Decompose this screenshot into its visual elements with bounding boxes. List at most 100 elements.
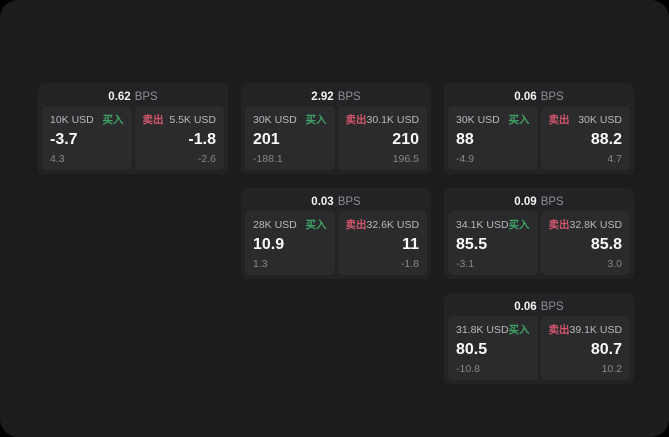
quote-panels: 10K USD 买入 -3.7 4.3 卖出 5.5K USD -1.8 -2.…	[42, 106, 224, 170]
buy-delta: -4.9	[456, 153, 475, 165]
sell-delta: 10.2	[601, 363, 622, 375]
quote-card: 2.92 BPS 30K USD 买入 201 -188.1 卖出 30.1K …	[241, 83, 431, 174]
buy-panel[interactable]: 30K USD 买入 201 -188.1	[245, 106, 335, 170]
sell-price: -1.8	[188, 131, 216, 149]
sell-label: 卖出	[548, 114, 570, 126]
quote-panels: 30K USD 买入 201 -188.1 卖出 30.1K USD 210 1…	[245, 106, 427, 170]
buy-price: 85.5	[456, 236, 488, 254]
bps-unit: BPS	[540, 90, 564, 103]
buy-price: 10.9	[253, 236, 285, 254]
sell-price: 88.2	[590, 131, 622, 149]
quote-panels: 28K USD 买入 10.9 1.3 卖出 32.6K USD 11 -1.8	[245, 211, 427, 275]
sell-label: 卖出	[345, 114, 367, 126]
sell-amount: 5.5K USD	[169, 113, 216, 126]
sell-price: 80.7	[590, 341, 622, 359]
sell-price: 11	[402, 236, 419, 254]
card-header: 0.09 BPS	[448, 192, 630, 211]
quote-panels: 34.1K USD 买入 85.5 -3.1 卖出 32.8K USD 85.8…	[448, 211, 630, 275]
buy-price: 80.5	[456, 341, 488, 359]
buy-price: 201	[253, 131, 280, 149]
buy-amount: 28K USD	[253, 218, 297, 231]
sell-delta: 4.7	[607, 153, 622, 165]
sell-panel-header: 卖出 39.1K USD	[549, 322, 623, 337]
sell-label: 卖出	[345, 219, 367, 231]
sell-delta: -1.8	[400, 258, 419, 270]
buy-panel[interactable]: 28K USD 买入 10.9 1.3	[245, 211, 335, 275]
buy-amount: 30K USD	[456, 113, 500, 126]
sell-amount: 32.8K USD	[569, 218, 623, 231]
card-header: 0.62 BPS	[42, 87, 224, 106]
bps-value: 0.03	[311, 195, 334, 208]
sell-label: 卖出	[142, 114, 164, 126]
buy-panel[interactable]: 31.8K USD 买入 80.5 -10.8	[448, 316, 538, 380]
sell-panel[interactable]: 卖出 30K USD 88.2 4.7	[540, 106, 630, 170]
sell-panel-header: 卖出 30K USD	[549, 112, 623, 127]
quote-cards-grid: 0.62 BPS 10K USD 买入 -3.7 4.3 卖出 5.5K USD	[38, 83, 634, 384]
card-header: 0.03 BPS	[245, 192, 427, 211]
buy-label: 买入	[305, 114, 327, 126]
bps-unit: BPS	[540, 300, 564, 313]
buy-label: 买入	[305, 219, 327, 231]
sell-delta: 3.0	[607, 258, 622, 270]
quote-card: 0.06 BPS 31.8K USD 买入 80.5 -10.8 卖出 39.1…	[444, 293, 634, 384]
buy-amount: 31.8K USD	[456, 323, 509, 336]
buy-delta: -10.8	[456, 363, 480, 375]
bps-value: 0.09	[514, 195, 537, 208]
sell-panel[interactable]: 卖出 39.1K USD 80.7 10.2	[540, 316, 630, 380]
sell-panel-header: 卖出 30.1K USD	[346, 112, 420, 127]
sell-amount: 39.1K USD	[569, 323, 623, 336]
buy-label: 买入	[508, 219, 530, 231]
buy-panel-header: 31.8K USD 买入	[456, 322, 530, 337]
bps-unit: BPS	[337, 195, 361, 208]
bps-value: 2.92	[311, 90, 334, 103]
buy-delta: 4.3	[50, 153, 65, 165]
sell-delta: -2.6	[197, 153, 216, 165]
buy-label: 买入	[508, 114, 530, 126]
card-header: 2.92 BPS	[245, 87, 427, 106]
sell-amount: 30.1K USD	[366, 113, 420, 126]
buy-panel-header: 30K USD 买入	[253, 112, 327, 127]
quote-panels: 31.8K USD 买入 80.5 -10.8 卖出 39.1K USD 80.…	[448, 316, 630, 380]
bps-unit: BPS	[134, 90, 158, 103]
buy-price: 88	[456, 131, 474, 149]
bps-unit: BPS	[540, 195, 564, 208]
sell-label: 卖出	[548, 219, 570, 231]
bps-value: 0.62	[108, 90, 131, 103]
sell-panel-header: 卖出 32.6K USD	[346, 217, 420, 232]
sell-amount: 30K USD	[578, 113, 622, 126]
sell-panel[interactable]: 卖出 30.1K USD 210 196.5	[337, 106, 427, 170]
sell-panel[interactable]: 卖出 5.5K USD -1.8 -2.6	[134, 106, 224, 170]
sell-amount: 32.6K USD	[366, 218, 420, 231]
sell-price: 85.8	[590, 236, 622, 254]
quote-card: 0.06 BPS 30K USD 买入 88 -4.9 卖出 30K USD	[444, 83, 634, 174]
sell-panel[interactable]: 卖出 32.6K USD 11 -1.8	[337, 211, 427, 275]
quote-card: 0.09 BPS 34.1K USD 买入 85.5 -3.1 卖出 32.8K…	[444, 188, 634, 279]
buy-label: 买入	[102, 114, 124, 126]
buy-label: 买入	[508, 324, 530, 336]
bps-value: 0.06	[514, 90, 537, 103]
buy-panel[interactable]: 10K USD 买入 -3.7 4.3	[42, 106, 132, 170]
buy-price: -3.7	[50, 131, 78, 149]
buy-panel-header: 28K USD 买入	[253, 217, 327, 232]
bps-unit: BPS	[337, 90, 361, 103]
buy-delta: -188.1	[253, 153, 283, 165]
bps-value: 0.06	[514, 300, 537, 313]
buy-delta: 1.3	[253, 258, 268, 270]
sell-panel-header: 卖出 32.8K USD	[549, 217, 623, 232]
card-header: 0.06 BPS	[448, 87, 630, 106]
buy-panel[interactable]: 34.1K USD 买入 85.5 -3.1	[448, 211, 538, 275]
sell-price: 210	[392, 131, 419, 149]
sell-panel-header: 卖出 5.5K USD	[143, 112, 217, 127]
buy-delta: -3.1	[456, 258, 475, 270]
card-header: 0.06 BPS	[448, 297, 630, 316]
buy-amount: 10K USD	[50, 113, 94, 126]
buy-panel[interactable]: 30K USD 买入 88 -4.9	[448, 106, 538, 170]
sell-label: 卖出	[548, 324, 570, 336]
buy-panel-header: 10K USD 买入	[50, 112, 124, 127]
buy-panel-header: 34.1K USD 买入	[456, 217, 530, 232]
sell-delta: 196.5	[392, 153, 419, 165]
quote-panels: 30K USD 买入 88 -4.9 卖出 30K USD 88.2 4.7	[448, 106, 630, 170]
quote-card: 0.62 BPS 10K USD 买入 -3.7 4.3 卖出 5.5K USD	[38, 83, 228, 174]
sell-panel[interactable]: 卖出 32.8K USD 85.8 3.0	[540, 211, 630, 275]
